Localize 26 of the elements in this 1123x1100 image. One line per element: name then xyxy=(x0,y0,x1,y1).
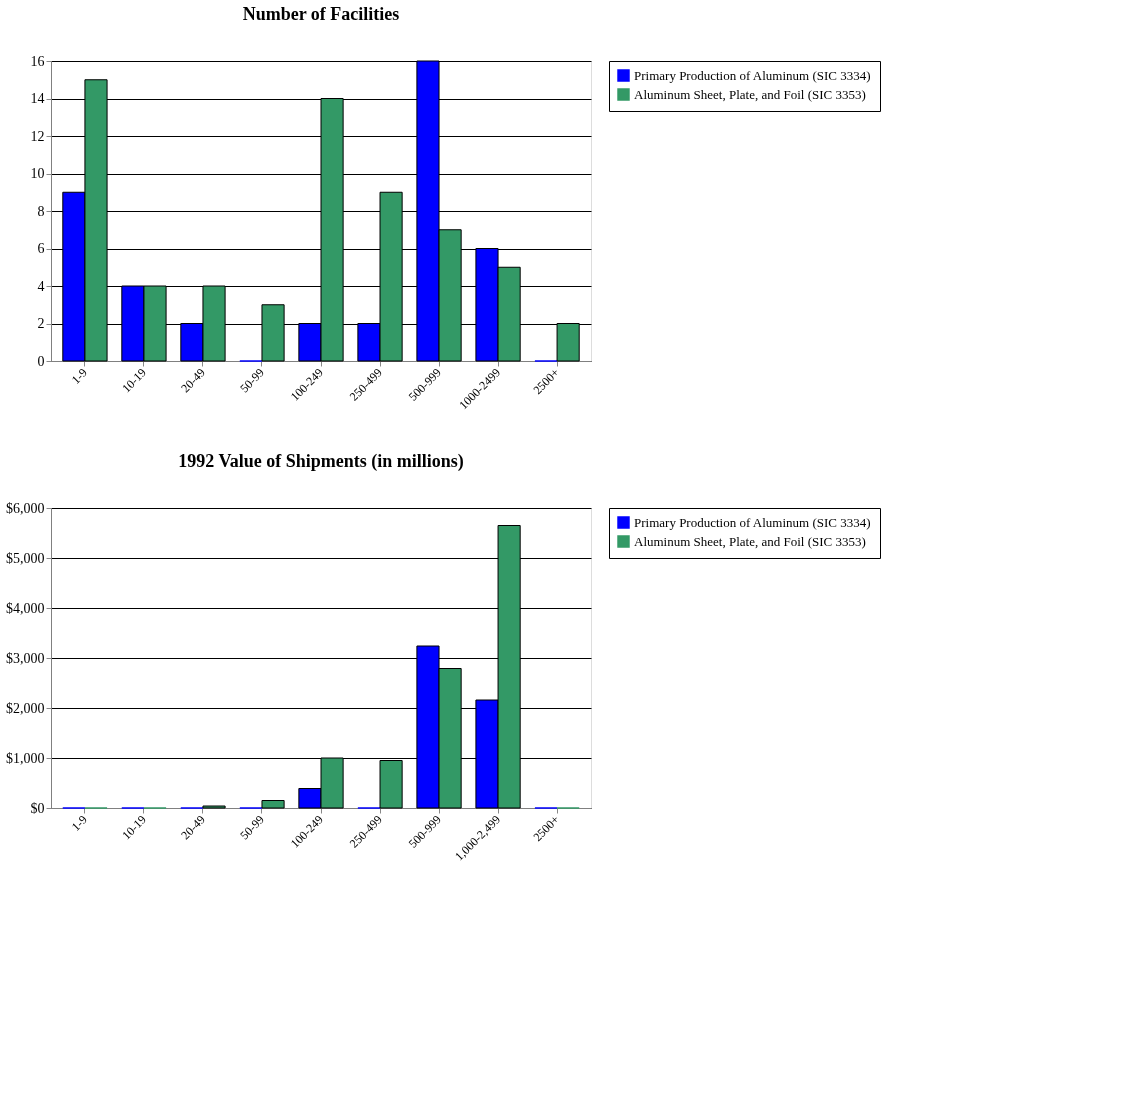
y-tick-label: $1,000 xyxy=(6,750,45,766)
y-tick-label: 0 xyxy=(37,353,45,369)
y-tick-label: $5,000 xyxy=(6,550,45,566)
y-tick-label: $3,000 xyxy=(6,650,45,666)
legend-label: Aluminum Sheet, Plate, and Foil (SIC 3353) xyxy=(634,533,866,549)
y-tick-label: 8 xyxy=(37,203,45,219)
chart-title: Number of Facilities xyxy=(242,4,400,24)
x-tick-label: 1-9 xyxy=(68,365,90,387)
y-tick-label: 2 xyxy=(37,316,45,331)
legend-label: Aluminum Sheet, Plate, and Foil (SIC 3353) xyxy=(634,86,866,102)
y-tick-label: $6,000 xyxy=(6,500,45,516)
bar xyxy=(202,805,226,809)
y-tick-label: $0 xyxy=(30,800,45,816)
y-tick-label: 6 xyxy=(37,241,45,256)
y-tick-label: 10 xyxy=(30,166,45,181)
chart-title: 1992 Value of Shipments (in millions) xyxy=(178,451,464,472)
y-tick-label: 16 xyxy=(30,53,45,69)
legend-label: Primary Production of Aluminum (SIC 3334) xyxy=(634,514,871,530)
y-tick-label: $4,000 xyxy=(6,600,45,616)
legend-label: Primary Production of Aluminum (SIC 3334) xyxy=(634,67,871,83)
y-tick-label: 12 xyxy=(30,128,45,144)
y-tick-label: $2,000 xyxy=(6,700,45,716)
bar xyxy=(261,800,285,809)
y-tick-label: 4 xyxy=(37,278,45,294)
x-tick-label: 1-9 xyxy=(68,812,90,834)
y-tick-label: 14 xyxy=(30,91,45,106)
